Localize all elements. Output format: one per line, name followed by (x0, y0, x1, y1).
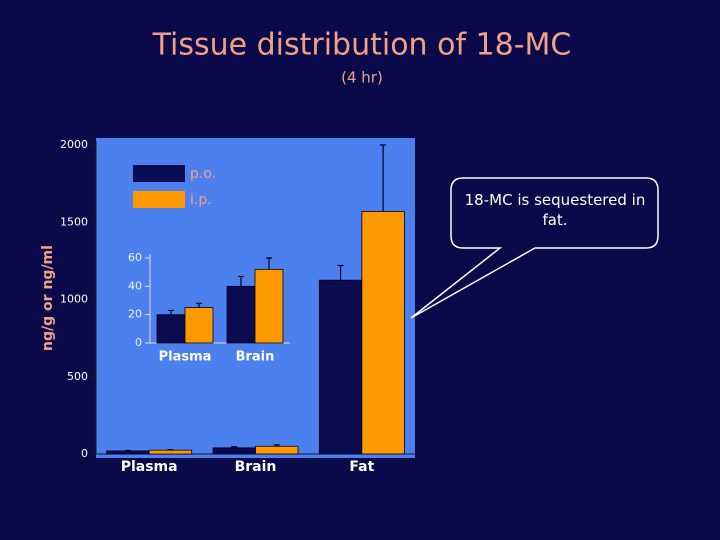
bar (212, 447, 256, 455)
title: Tissue distribution of 18-MC (152, 28, 572, 63)
bar (361, 211, 405, 455)
callout-box (410, 177, 659, 319)
x-tick-label: Fat (349, 459, 374, 475)
y-tick-label: 2000 (60, 138, 88, 151)
y-axis-label: ng/g or ng/ml (40, 245, 56, 351)
y-tick-label: 0 (81, 447, 88, 460)
y-tick-label: 0 (135, 336, 142, 349)
annotation: 18-MC is sequestered in fat. (464, 191, 646, 229)
error-bar (337, 264, 344, 281)
y-tick-label: 60 (128, 251, 142, 264)
bar (255, 445, 299, 455)
bar (148, 449, 193, 455)
y-tick-label: 1000 (60, 293, 88, 306)
x-tick-label: Brain (235, 459, 277, 475)
bar (156, 314, 186, 344)
error-bar (266, 257, 272, 270)
subtitle: (4 hr) (341, 69, 383, 87)
legend-label: p.o. (190, 166, 216, 182)
bar (184, 307, 214, 344)
x-tick-label: Brain (236, 350, 275, 365)
y-tick-label: 1500 (60, 215, 88, 228)
bar (106, 450, 150, 455)
bar (254, 268, 284, 344)
x-tick-label: Plasma (121, 459, 178, 475)
y-tick-label: 40 (128, 279, 142, 292)
legend-swatch (133, 165, 185, 182)
bar (318, 279, 363, 455)
callout-text-box: 18-MC is sequestered in fat. (464, 191, 646, 229)
error-bar (231, 446, 238, 448)
y-tick-label: 500 (67, 370, 88, 383)
error-bar (196, 302, 202, 308)
x-tick-label: Plasma (159, 350, 212, 365)
y-tick-label: 20 (128, 308, 142, 321)
error-bar (238, 275, 244, 287)
legend-swatch (133, 191, 185, 208)
error-bar (380, 144, 387, 212)
error-bar (273, 444, 280, 447)
legend-label: i.p. (190, 192, 212, 208)
bar (226, 285, 256, 344)
error-bar (168, 309, 174, 315)
